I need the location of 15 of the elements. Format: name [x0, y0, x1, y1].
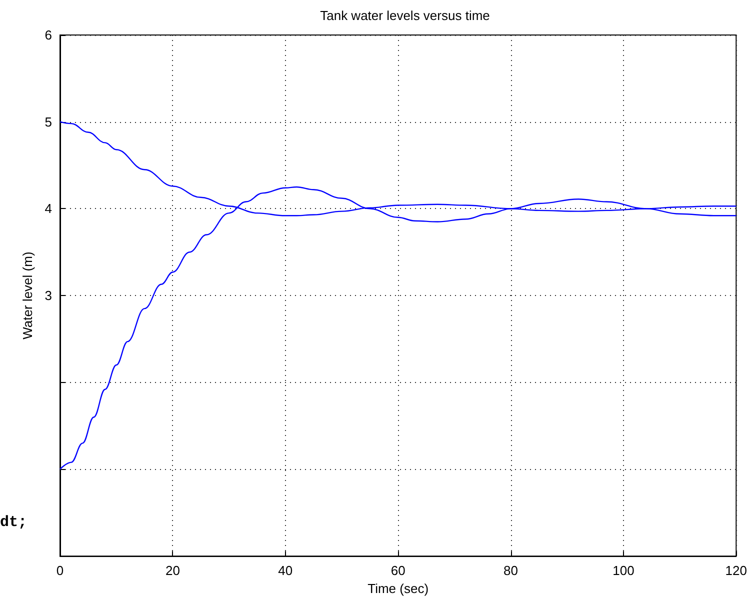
x-tick-label: 20 [165, 563, 180, 578]
x-tick-label: 100 [612, 563, 634, 578]
chart-title: Tank water levels versus time [320, 8, 490, 23]
x-tick-label: 60 [390, 563, 406, 578]
x-tick-label: 80 [504, 563, 518, 578]
y-tick-label: 3 [44, 288, 52, 304]
x-tick-label: 120 [725, 563, 748, 578]
y-axis-title: Water level (m) [20, 252, 35, 340]
y-tick-label: 6 [44, 28, 52, 42]
x-axis-title: Time (sec) [368, 581, 429, 596]
x-tick-label: 40 [278, 563, 293, 578]
x-tick-label: 0 [56, 563, 64, 578]
text: dt; [0, 514, 28, 531]
y-tick-label: 5 [44, 114, 52, 130]
y-tick-label: 4 [44, 201, 52, 216]
